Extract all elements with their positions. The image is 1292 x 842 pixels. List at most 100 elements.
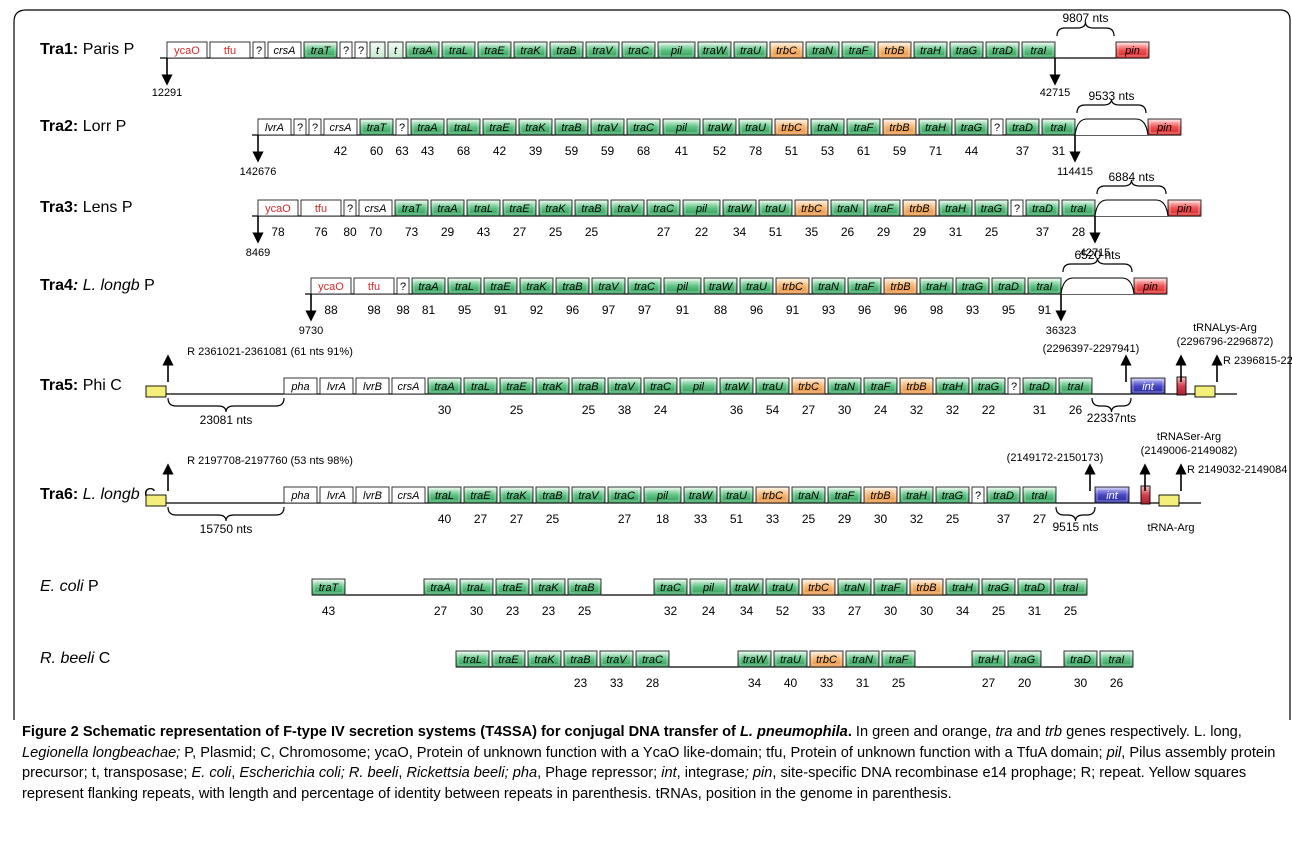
gene-label: traD	[1024, 582, 1045, 594]
gene-inner-border	[493, 652, 524, 666]
identity-value: 27	[474, 512, 488, 526]
gene-pil	[689, 578, 728, 596]
gene-inner-border	[576, 201, 607, 215]
identity-value: 91	[676, 303, 690, 317]
gene-inner-border	[771, 43, 802, 57]
gene-label: traA	[434, 381, 454, 393]
gene-inner-border	[609, 379, 640, 393]
caption-italic: Rickettsia beeli; pha	[406, 765, 538, 781]
gene-traU	[773, 650, 808, 668]
gene-inner-border	[973, 379, 1004, 393]
identity-value: 52	[776, 604, 790, 618]
identity-value: 44	[965, 144, 979, 158]
gene-inner-border	[1027, 201, 1058, 215]
excised-loop	[1060, 277, 1135, 295]
identity-value: 43	[421, 144, 435, 158]
gene-traC	[646, 199, 681, 217]
identity-value: 25	[582, 403, 596, 417]
span-length-label: 23081 nts	[200, 413, 253, 427]
identity-value: 68	[637, 144, 651, 158]
gene-inner-border	[951, 43, 982, 57]
gene-traW	[702, 118, 737, 136]
gene-inner-border	[520, 120, 551, 134]
gene-label: traI	[1063, 582, 1079, 594]
gene-traV	[585, 41, 620, 59]
gene-inner-border	[776, 120, 807, 134]
repeat-coordinates: R 2149032-2149084	[1187, 464, 1287, 476]
gene-inner-border	[988, 488, 1019, 502]
identity-value: 26	[1069, 403, 1083, 417]
gene-inner-border	[879, 43, 910, 57]
gene-label: traA	[418, 281, 438, 293]
gene-inner-border	[1019, 580, 1050, 594]
gene-label: ?	[312, 122, 318, 134]
gene-trbB	[902, 199, 937, 217]
gene-label: ycaO	[318, 281, 344, 293]
caption-italic: pil	[1106, 744, 1122, 761]
gene-inner-border	[497, 580, 528, 594]
row-label: Tra2: Lorr P	[40, 118, 126, 135]
gene-trbC	[809, 650, 844, 668]
identity-value: 60	[370, 144, 384, 158]
gene-label: traW	[703, 45, 728, 57]
gene-label: traK	[534, 654, 555, 666]
identity-value: 36	[730, 403, 744, 417]
gene-traG	[935, 486, 970, 504]
gene-inner-border	[901, 488, 932, 502]
row-tra1: Tra1: Paris P ycaO tfu? crsA traT?? t t traA tra…	[40, 11, 1150, 99]
identity-value: 78	[749, 144, 763, 158]
span-length-label: 6520 nts	[1074, 248, 1120, 262]
gene-label: traH	[906, 490, 927, 502]
row-label: Tra1: Paris P	[40, 41, 134, 58]
gene-inner-border	[648, 201, 679, 215]
identity-value: 32	[910, 512, 924, 526]
identity-value: 33	[820, 676, 834, 690]
gene-traI	[1058, 377, 1093, 395]
gene-inner-border	[655, 580, 686, 594]
gene-label: traV	[606, 654, 628, 666]
row-tra6: Tra6: L. longb C pha lvrA lvrB crsA traL traE t…	[40, 431, 1287, 536]
gene-label: t	[394, 45, 398, 57]
gene-label: traN	[834, 381, 855, 393]
gene-inner-border	[731, 580, 762, 594]
gene-label: crsA	[274, 45, 296, 57]
gene-label: traC	[660, 582, 681, 594]
gene-inner-border	[429, 488, 460, 502]
gene-unknown	[396, 277, 410, 295]
gene-label: traU	[740, 45, 761, 57]
gene-label: traG	[962, 281, 984, 293]
gene-traL	[446, 118, 481, 136]
gene-inner-border	[885, 279, 916, 293]
gene-label: traA	[412, 45, 432, 57]
identity-value: 25	[585, 225, 599, 239]
gene-traV	[571, 486, 606, 504]
gene-label: traC	[634, 281, 655, 293]
gene-label: traI	[1032, 490, 1048, 502]
gene-label: traF	[835, 490, 856, 502]
gene-label: traC	[653, 203, 674, 215]
row-label: R. beeli C	[40, 650, 110, 667]
gene-inner-border	[465, 379, 496, 393]
gene-label: traG	[988, 582, 1010, 594]
identity-value: 23	[574, 676, 588, 690]
identity-value: 25	[510, 403, 524, 417]
gene-inner-border	[592, 120, 623, 134]
gene-traH	[919, 277, 954, 295]
figure-caption: Figure 2 Schematic representation of F-t…	[22, 722, 1282, 804]
identity-value: 31	[1033, 403, 1047, 417]
gene-traB	[574, 199, 609, 217]
identity-value: 23	[506, 604, 520, 618]
gene-inner-border	[793, 379, 824, 393]
gene-label: traW	[735, 582, 760, 594]
gene-traC	[607, 486, 642, 504]
span-brace	[1056, 21, 1115, 37]
caption-italic: Escherichia coli; R. beeli	[239, 765, 399, 781]
coordinate-label: 114415	[1057, 166, 1093, 178]
caption-text: In green and orange,	[851, 724, 996, 740]
repeat-coordinates: R 2361021-2361081 (61 nts 91%)	[187, 346, 353, 358]
identity-value: 25	[1064, 604, 1078, 618]
gene-traE	[483, 277, 518, 295]
gene-label: traC	[628, 45, 649, 57]
gene-pin	[1147, 118, 1182, 136]
gene-inner-border	[432, 201, 463, 215]
